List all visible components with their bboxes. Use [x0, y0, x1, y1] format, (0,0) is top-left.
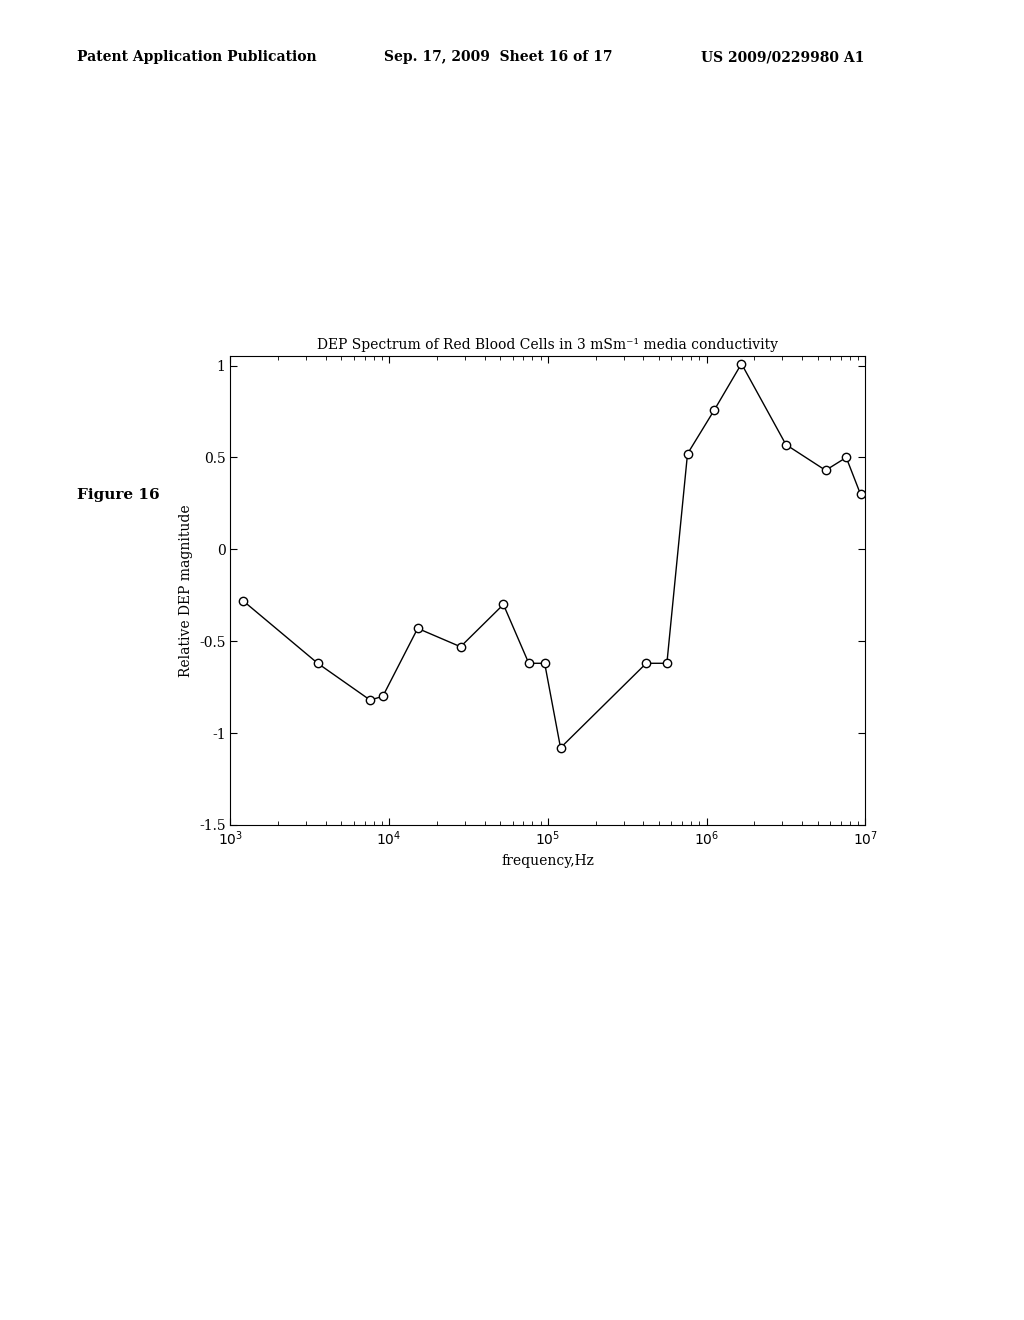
- Text: Figure 16: Figure 16: [77, 488, 160, 503]
- X-axis label: frequency,Hz: frequency,Hz: [502, 854, 594, 869]
- Text: Patent Application Publication: Patent Application Publication: [77, 50, 316, 65]
- Text: US 2009/0229980 A1: US 2009/0229980 A1: [701, 50, 865, 65]
- Text: Sep. 17, 2009  Sheet 16 of 17: Sep. 17, 2009 Sheet 16 of 17: [384, 50, 612, 65]
- Title: DEP Spectrum of Red Blood Cells in 3 mSm⁻¹ media conductivity: DEP Spectrum of Red Blood Cells in 3 mSm…: [317, 338, 778, 352]
- Y-axis label: Relative DEP magnitude: Relative DEP magnitude: [179, 504, 194, 677]
